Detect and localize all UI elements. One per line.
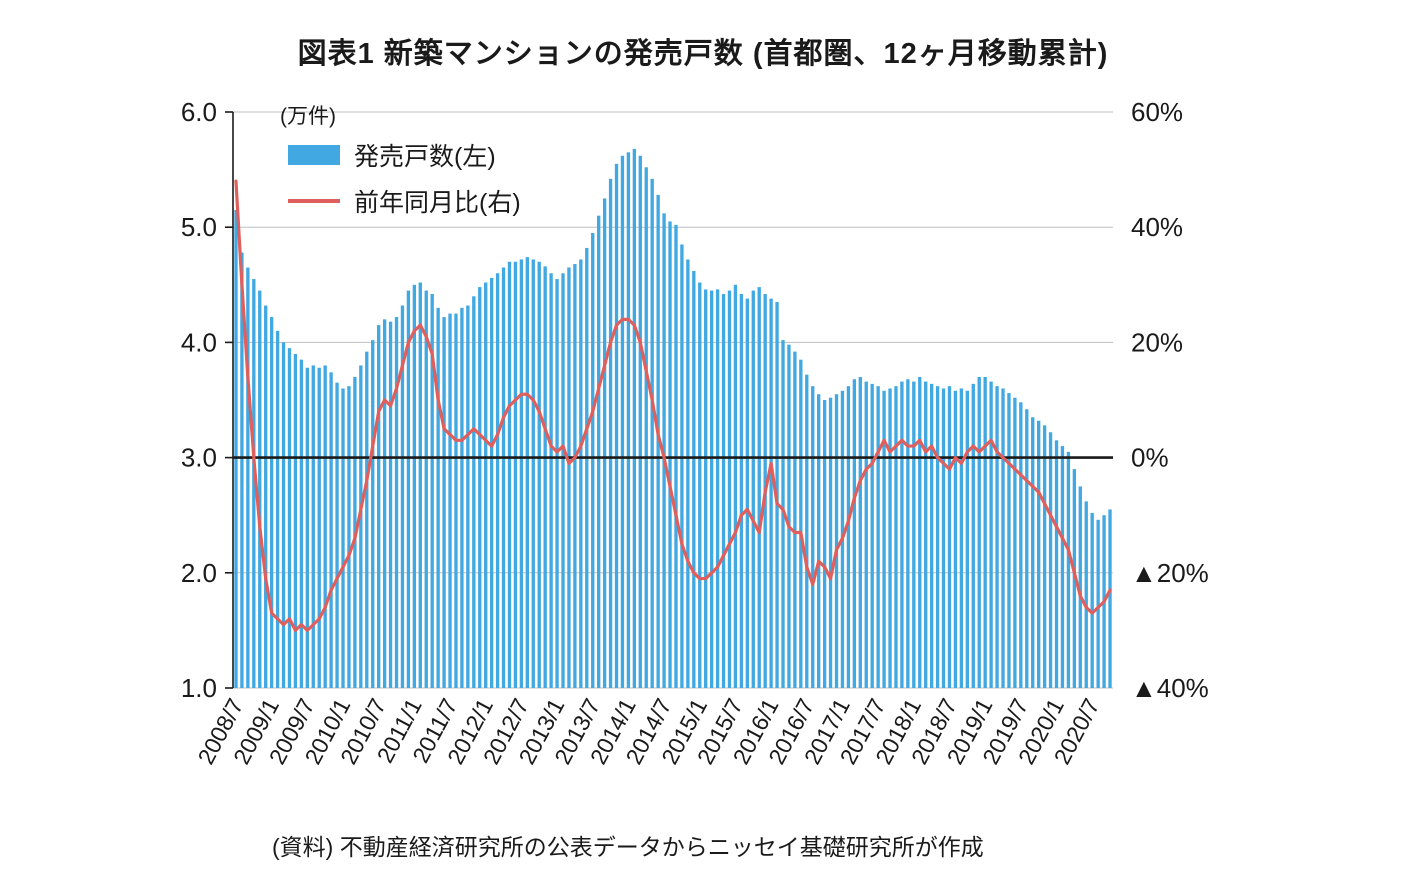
svg-text:6.0: 6.0 — [181, 97, 217, 127]
legend-item-line-series: 前年同月比(右) — [288, 178, 521, 224]
svg-text:▲20%: ▲20% — [1131, 558, 1209, 588]
svg-text:20%: 20% — [1131, 327, 1183, 357]
line-series-swatch — [288, 199, 340, 203]
svg-text:40%: 40% — [1131, 212, 1183, 242]
bar-series-swatch — [288, 145, 340, 165]
svg-text:3.0: 3.0 — [181, 443, 217, 473]
line-series-label: 前年同月比(右) — [354, 189, 521, 217]
bar-series-label: 発売戸数(左) — [354, 143, 496, 171]
chart-title: 図表1 新築マンションの発売戸数 (首都圏、12ヶ月移動累計) — [297, 38, 1109, 70]
svg-text:4.0: 4.0 — [181, 327, 217, 357]
svg-text:60%: 60% — [1131, 97, 1183, 127]
svg-text:5.0: 5.0 — [181, 212, 217, 242]
svg-text:1.0: 1.0 — [181, 673, 217, 703]
legend-item-bar-series: 発売戸数(左) — [288, 132, 521, 178]
svg-text:0%: 0% — [1131, 443, 1169, 473]
left-axis-unit-label: (万件) — [280, 105, 336, 128]
chart-legend: 発売戸数(左) 前年同月比(右) — [288, 132, 521, 224]
source-note: (資料) 不動産経済研究所の公表データからニッセイ基礎研究所が作成 — [272, 834, 984, 860]
svg-text:2.0: 2.0 — [181, 558, 217, 588]
svg-text:▲40%: ▲40% — [1131, 673, 1209, 703]
